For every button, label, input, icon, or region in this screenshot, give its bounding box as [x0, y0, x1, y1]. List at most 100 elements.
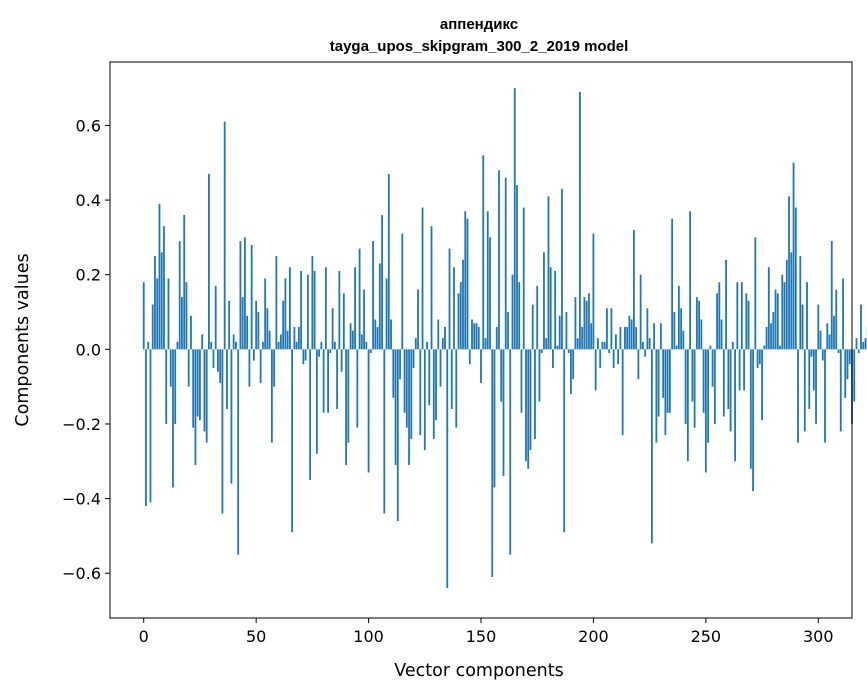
bar-287 — [788, 196, 790, 350]
bar-286 — [785, 259, 788, 350]
bar-77 — [315, 349, 318, 454]
bar-150 — [480, 349, 482, 383]
bar-21 — [190, 315, 192, 350]
bar-291 — [797, 349, 799, 443]
bar-123 — [419, 349, 422, 436]
bar-62 — [282, 300, 285, 350]
bar-215 — [626, 326, 629, 350]
bar-306 — [830, 241, 833, 350]
bar-186 — [561, 188, 563, 350]
bar-133 — [441, 338, 444, 350]
bar-120 — [412, 349, 415, 368]
bar-86 — [336, 349, 338, 410]
bar-207 — [608, 349, 611, 354]
bar-92 — [349, 323, 352, 350]
bar-246 — [695, 297, 698, 350]
bar-294 — [803, 349, 806, 432]
bar-200 — [592, 233, 595, 350]
bar-221 — [639, 274, 642, 350]
bar-319 — [860, 304, 862, 350]
y-tick-label: −0.2 — [62, 415, 101, 434]
bar-209 — [612, 349, 615, 368]
bar-206 — [606, 308, 608, 350]
bar-178 — [543, 252, 545, 350]
bar-97 — [360, 334, 363, 350]
bar-284 — [781, 274, 784, 350]
bar-85 — [333, 341, 336, 350]
bar-170 — [525, 349, 527, 462]
bar-5 — [154, 256, 156, 350]
bar-65 — [288, 267, 291, 350]
bar-116 — [403, 349, 406, 413]
bar-229 — [657, 349, 660, 417]
bar-256 — [718, 282, 721, 350]
bar-74 — [309, 349, 312, 480]
bar-296 — [808, 349, 811, 410]
bar-266 — [740, 282, 743, 350]
bar-56 — [268, 330, 271, 350]
bar-26 — [201, 334, 204, 350]
bars-group — [142, 88, 867, 589]
bar-249 — [702, 349, 705, 413]
bar-214 — [624, 326, 626, 350]
bar-91 — [347, 349, 350, 443]
bar-40 — [232, 334, 235, 350]
bar-80 — [322, 349, 325, 413]
bar-132 — [439, 349, 442, 387]
bar-109 — [387, 173, 390, 350]
bar-227 — [653, 323, 656, 350]
bar-15 — [176, 341, 179, 350]
bar-290 — [794, 207, 797, 350]
chart-subtitle: tayga_upos_skipgram_300_2_2019 model — [330, 38, 629, 55]
bar-224 — [646, 308, 649, 350]
bar-36 — [223, 121, 226, 350]
bar-94 — [354, 267, 356, 350]
bar-300 — [817, 304, 820, 350]
bar-61 — [279, 334, 282, 350]
bar-216 — [628, 315, 631, 350]
bar-54 — [264, 278, 267, 350]
bar-262 — [731, 341, 734, 350]
bar-268 — [745, 293, 748, 350]
bar-23 — [194, 349, 197, 466]
bar-95 — [356, 349, 359, 428]
bar-111 — [392, 349, 395, 398]
bar-89 — [342, 293, 345, 350]
x-tick-label: 100 — [353, 627, 384, 646]
bar-258 — [722, 349, 725, 417]
bar-148 — [475, 323, 478, 350]
bar-308 — [835, 289, 838, 350]
bar-52 — [259, 349, 262, 383]
bar-102 — [372, 241, 374, 350]
bar-179 — [545, 338, 548, 350]
bar-162 — [507, 312, 509, 350]
bar-141 — [459, 282, 462, 350]
bar-114 — [399, 349, 401, 380]
bar-321 — [864, 338, 867, 350]
bar-169 — [522, 207, 525, 350]
bar-219 — [635, 326, 638, 350]
bar-105 — [378, 263, 381, 350]
bar-42 — [237, 349, 240, 555]
bar-212 — [619, 326, 622, 350]
bar-152 — [484, 338, 487, 350]
y-axis-label: Components values — [13, 253, 33, 426]
bar-76 — [313, 270, 316, 350]
bar-267 — [743, 349, 745, 391]
bar-199 — [590, 323, 593, 350]
bar-49 — [253, 349, 255, 361]
bar-303 — [824, 349, 826, 443]
bar-183 — [554, 270, 557, 350]
bar-217 — [630, 319, 633, 350]
bar-90 — [345, 349, 347, 466]
bar-201 — [594, 349, 597, 391]
x-axis-ticks: 0 50 100 150 200 250 300 — [139, 618, 834, 646]
bar-72 — [304, 349, 307, 361]
bar-101 — [369, 349, 372, 354]
bar-1 — [145, 349, 147, 507]
bar-247 — [698, 300, 700, 350]
bar-51 — [257, 312, 260, 350]
bar-210 — [615, 334, 617, 350]
bar-98 — [363, 289, 365, 350]
